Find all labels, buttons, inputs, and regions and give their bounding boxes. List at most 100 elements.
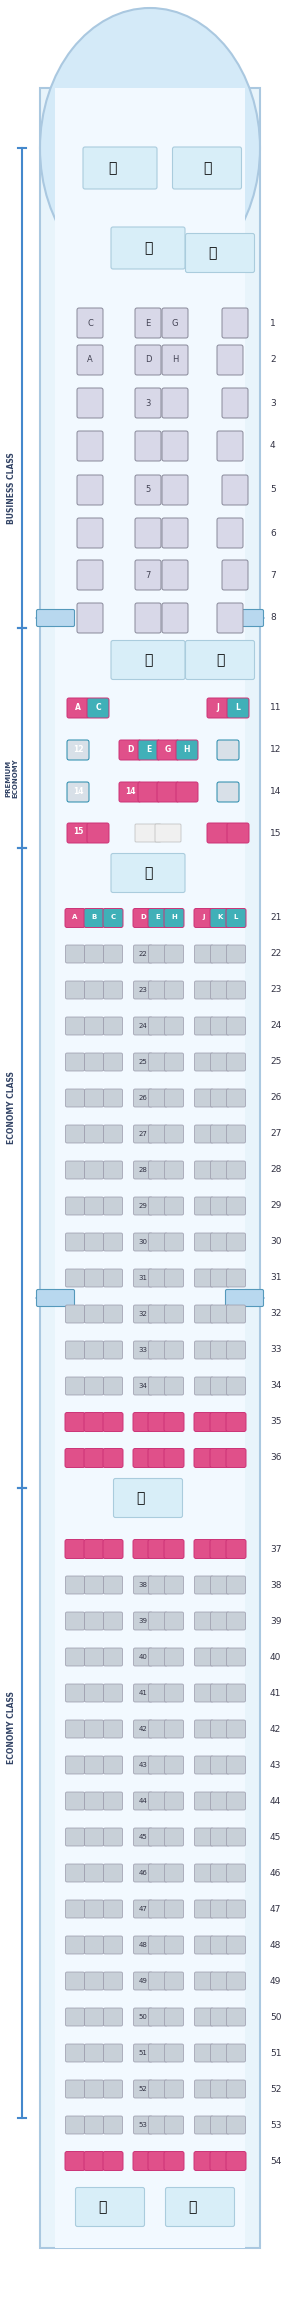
FancyBboxPatch shape [85, 1198, 104, 1214]
Text: ECONOMY CLASS: ECONOMY CLASS [8, 1692, 16, 1763]
FancyBboxPatch shape [65, 1719, 85, 1738]
FancyBboxPatch shape [211, 1089, 230, 1108]
FancyBboxPatch shape [135, 602, 161, 632]
FancyBboxPatch shape [164, 1161, 184, 1179]
FancyBboxPatch shape [164, 1269, 184, 1288]
FancyBboxPatch shape [211, 1719, 230, 1738]
FancyBboxPatch shape [103, 1341, 122, 1359]
Text: 4: 4 [270, 441, 276, 450]
FancyBboxPatch shape [226, 1124, 245, 1142]
Text: H: H [184, 745, 190, 752]
FancyBboxPatch shape [164, 981, 184, 999]
FancyBboxPatch shape [226, 2116, 245, 2135]
FancyBboxPatch shape [194, 1341, 214, 1359]
FancyBboxPatch shape [65, 2045, 85, 2061]
FancyBboxPatch shape [85, 1828, 104, 1846]
FancyBboxPatch shape [134, 1756, 152, 1775]
Text: 26: 26 [139, 1094, 147, 1101]
Text: A: A [72, 914, 78, 921]
FancyBboxPatch shape [210, 909, 230, 928]
FancyBboxPatch shape [211, 1341, 230, 1359]
FancyBboxPatch shape [65, 1648, 85, 1666]
FancyBboxPatch shape [185, 233, 254, 272]
Text: 39: 39 [139, 1618, 148, 1625]
FancyBboxPatch shape [85, 2045, 104, 2061]
Text: 29: 29 [270, 1202, 281, 1209]
FancyBboxPatch shape [226, 2045, 245, 2061]
Text: 53: 53 [139, 2121, 147, 2128]
FancyBboxPatch shape [85, 1378, 104, 1394]
FancyBboxPatch shape [138, 741, 160, 759]
FancyBboxPatch shape [164, 1341, 184, 1359]
Text: 54: 54 [270, 2156, 281, 2165]
FancyBboxPatch shape [135, 307, 161, 337]
FancyBboxPatch shape [226, 1865, 245, 1881]
FancyBboxPatch shape [65, 944, 85, 962]
FancyBboxPatch shape [194, 944, 214, 962]
FancyBboxPatch shape [65, 1161, 85, 1179]
Text: 14: 14 [270, 787, 281, 796]
Text: 34: 34 [139, 1382, 147, 1389]
FancyBboxPatch shape [194, 1269, 214, 1288]
FancyBboxPatch shape [194, 1539, 214, 1558]
FancyBboxPatch shape [211, 2008, 230, 2026]
FancyBboxPatch shape [148, 2116, 167, 2135]
FancyBboxPatch shape [135, 344, 161, 374]
FancyBboxPatch shape [85, 1269, 104, 1288]
FancyBboxPatch shape [84, 1539, 104, 1558]
FancyBboxPatch shape [103, 1124, 122, 1142]
FancyBboxPatch shape [103, 2008, 122, 2026]
FancyBboxPatch shape [194, 2116, 214, 2135]
FancyBboxPatch shape [164, 1052, 184, 1071]
FancyBboxPatch shape [85, 1611, 104, 1629]
FancyBboxPatch shape [103, 1685, 122, 1701]
FancyBboxPatch shape [162, 561, 188, 591]
FancyBboxPatch shape [211, 1232, 230, 1251]
FancyBboxPatch shape [65, 1791, 85, 1809]
FancyBboxPatch shape [148, 1865, 167, 1881]
Text: 48: 48 [270, 1941, 281, 1950]
FancyBboxPatch shape [226, 1018, 245, 1034]
Text: ECONOMY CLASS: ECONOMY CLASS [8, 1071, 16, 1145]
FancyBboxPatch shape [164, 1449, 184, 1468]
FancyBboxPatch shape [85, 2008, 104, 2026]
FancyBboxPatch shape [194, 1648, 214, 1666]
Text: 5: 5 [270, 485, 276, 494]
Text: A: A [87, 355, 93, 365]
FancyBboxPatch shape [85, 1756, 104, 1775]
FancyBboxPatch shape [226, 1304, 245, 1322]
FancyBboxPatch shape [103, 1018, 122, 1034]
FancyBboxPatch shape [65, 2151, 85, 2170]
FancyBboxPatch shape [222, 307, 248, 337]
FancyBboxPatch shape [148, 1936, 167, 1955]
FancyBboxPatch shape [135, 824, 161, 842]
FancyBboxPatch shape [211, 1828, 230, 1846]
FancyBboxPatch shape [164, 1378, 184, 1394]
FancyBboxPatch shape [164, 2045, 184, 2061]
FancyBboxPatch shape [164, 1304, 184, 1322]
FancyBboxPatch shape [87, 697, 109, 718]
FancyBboxPatch shape [148, 1971, 167, 1989]
FancyBboxPatch shape [164, 2151, 184, 2170]
Text: K: K [217, 914, 223, 921]
FancyBboxPatch shape [164, 1412, 184, 1431]
Text: 44: 44 [139, 1798, 147, 1805]
FancyBboxPatch shape [164, 1539, 184, 1558]
Text: 28: 28 [270, 1166, 281, 1175]
FancyBboxPatch shape [148, 1089, 167, 1108]
FancyBboxPatch shape [37, 1290, 74, 1306]
FancyBboxPatch shape [77, 307, 103, 337]
Text: 25: 25 [270, 1057, 281, 1066]
FancyBboxPatch shape [134, 1161, 152, 1179]
FancyBboxPatch shape [164, 1791, 184, 1809]
FancyBboxPatch shape [85, 1685, 104, 1701]
FancyBboxPatch shape [134, 1269, 152, 1288]
FancyBboxPatch shape [65, 1936, 85, 1955]
FancyBboxPatch shape [194, 981, 214, 999]
FancyBboxPatch shape [65, 1124, 85, 1142]
Text: 22: 22 [270, 949, 281, 958]
FancyBboxPatch shape [226, 1089, 245, 1108]
FancyBboxPatch shape [155, 824, 181, 842]
FancyBboxPatch shape [65, 981, 85, 999]
FancyBboxPatch shape [103, 1719, 122, 1738]
